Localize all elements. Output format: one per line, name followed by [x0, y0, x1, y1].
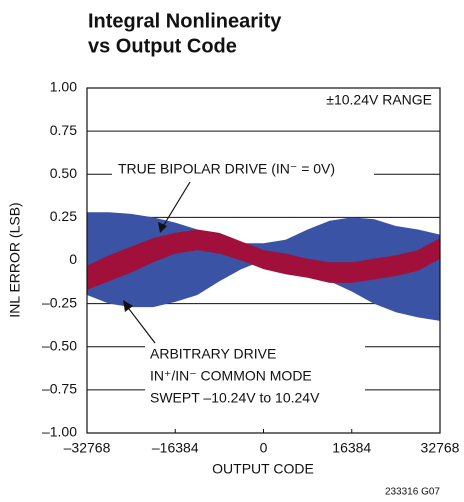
chart-title: Integral Nonlinearity [88, 10, 282, 32]
y-tick-label: 0 [69, 251, 77, 267]
x-tick-label: –32768 [64, 440, 111, 456]
label-bg [112, 158, 374, 182]
y-tick-label: –0.25 [42, 294, 77, 310]
annotation: TRUE BIPOLAR DRIVE (IN⁻ = 0V) [118, 161, 335, 177]
plot-frame [86, 87, 441, 434]
y-tick-label: –0.75 [42, 381, 77, 397]
footnote: 233316 G07 [385, 487, 440, 498]
arrow [161, 181, 191, 229]
y-tick-label: –0.50 [42, 337, 77, 353]
band-area [87, 229, 440, 290]
y-tick-label: –1.00 [42, 424, 77, 440]
arrow-head [123, 300, 133, 312]
y-tick-label: 0.75 [50, 122, 77, 138]
annotation: ±10.24V RANGE [326, 92, 432, 108]
plot-area: –1.00 –0.75 –0.50 –0.25 0 0.25 0.50 0.75 1.00 –32… [42, 79, 460, 456]
y-tick-label: 0.25 [50, 208, 77, 224]
annotation: IN⁺/IN⁻ COMMON MODE [150, 368, 312, 384]
arrow [125, 304, 156, 344]
label-bg [145, 343, 365, 411]
x-tick-label: 0 [260, 440, 268, 456]
y-tick-label: 1.00 [50, 79, 77, 95]
chart-title: vs Output Code [88, 35, 237, 57]
annotations: ±10.24V RANGE TRUE BIPOLAR DRIVE (IN⁻ = … [112, 92, 432, 411]
annotation: ARBITRARY DRIVE [150, 346, 276, 362]
x-tick-label: 16384 [332, 440, 371, 456]
y-tick-label: 0.50 [50, 165, 77, 181]
annotation: SWEPT –10.24V to 10.24V [150, 390, 320, 406]
arrow-head [158, 222, 167, 233]
x-axis-label: OUTPUT CODE [212, 461, 314, 477]
x-tick-label: –16384 [152, 440, 199, 456]
y-axis-label: INL ERROR (LSB) [7, 202, 23, 317]
x-tick-label: 32768 [421, 440, 460, 456]
